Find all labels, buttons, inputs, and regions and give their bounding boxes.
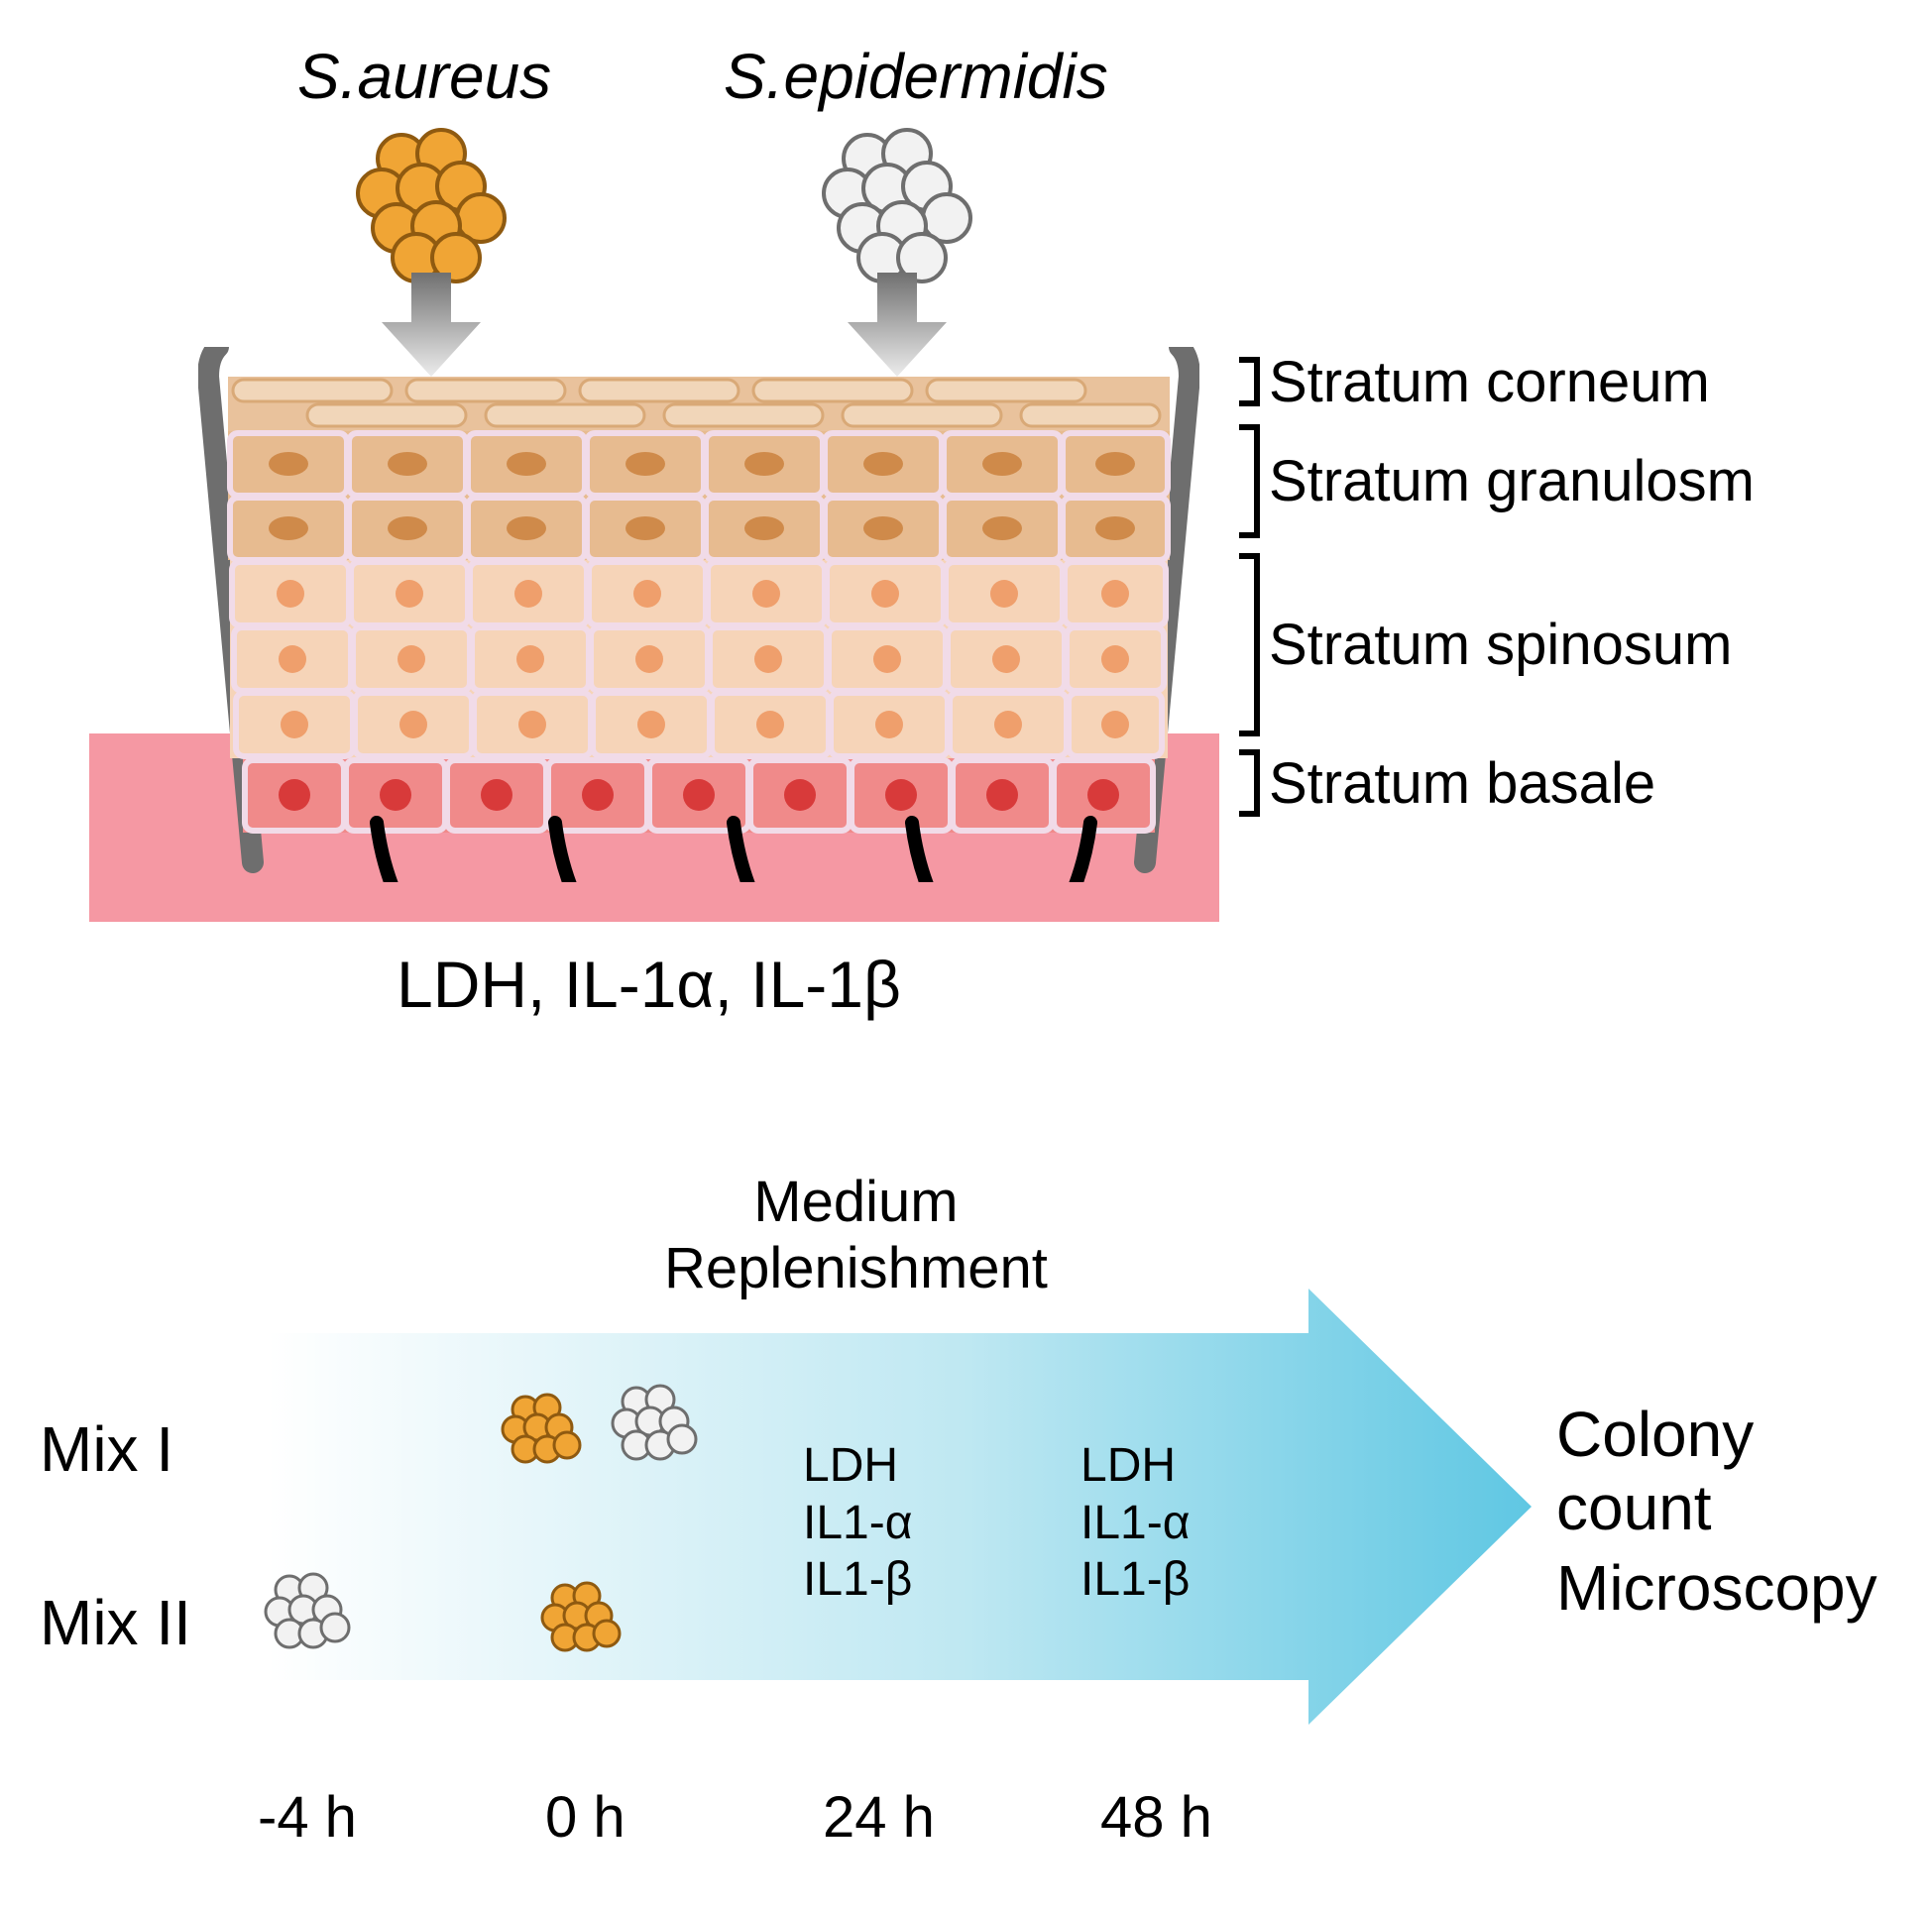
- assays-24h: LDH IL1-α IL1-β: [803, 1437, 912, 1609]
- time-minus4h: -4 h: [258, 1784, 357, 1851]
- assays-48h: LDH IL1-α IL1-β: [1080, 1437, 1190, 1609]
- label-s-aureus: S.aureus: [297, 40, 551, 113]
- label-s-epidermidis: S.epidermidis: [724, 40, 1108, 113]
- mix-ii-label: Mix II: [40, 1586, 191, 1659]
- label-stratum-granulosum: Stratum granulosm: [1269, 448, 1755, 514]
- s-aureus-cluster-icon: [347, 119, 515, 292]
- medium-replenishment-label: Medium Replenishment: [664, 1170, 1048, 1301]
- label-stratum-spinosum: Stratum spinosum: [1269, 612, 1732, 678]
- mix-i-label: Mix I: [40, 1412, 173, 1486]
- label-stratum-corneum: Stratum corneum: [1269, 349, 1710, 415]
- secreted-markers-label: LDH, IL-1α, IL-1β: [397, 947, 901, 1022]
- skin-well-diagram: [198, 347, 1199, 843]
- label-stratum-basale: Stratum basale: [1269, 750, 1655, 817]
- time-0h: 0 h: [545, 1784, 625, 1851]
- time-24h: 24 h: [823, 1784, 935, 1851]
- timeline-s-aureus-icon: [535, 1576, 625, 1670]
- layer-labels: Stratum corneum Stratum granulosm Stratu…: [1239, 347, 1755, 823]
- s-epidermidis-cluster-icon: [813, 119, 981, 292]
- time-48h: 48 h: [1100, 1784, 1212, 1851]
- colony-count-label: Colony count: [1556, 1398, 1893, 1544]
- timeline-s-aureus-icon: [496, 1388, 585, 1482]
- microscopy-label: Microscopy: [1556, 1551, 1877, 1625]
- timeline-s-epidermidis-icon: [605, 1378, 704, 1482]
- timeline-s-epidermidis-icon: [258, 1566, 357, 1670]
